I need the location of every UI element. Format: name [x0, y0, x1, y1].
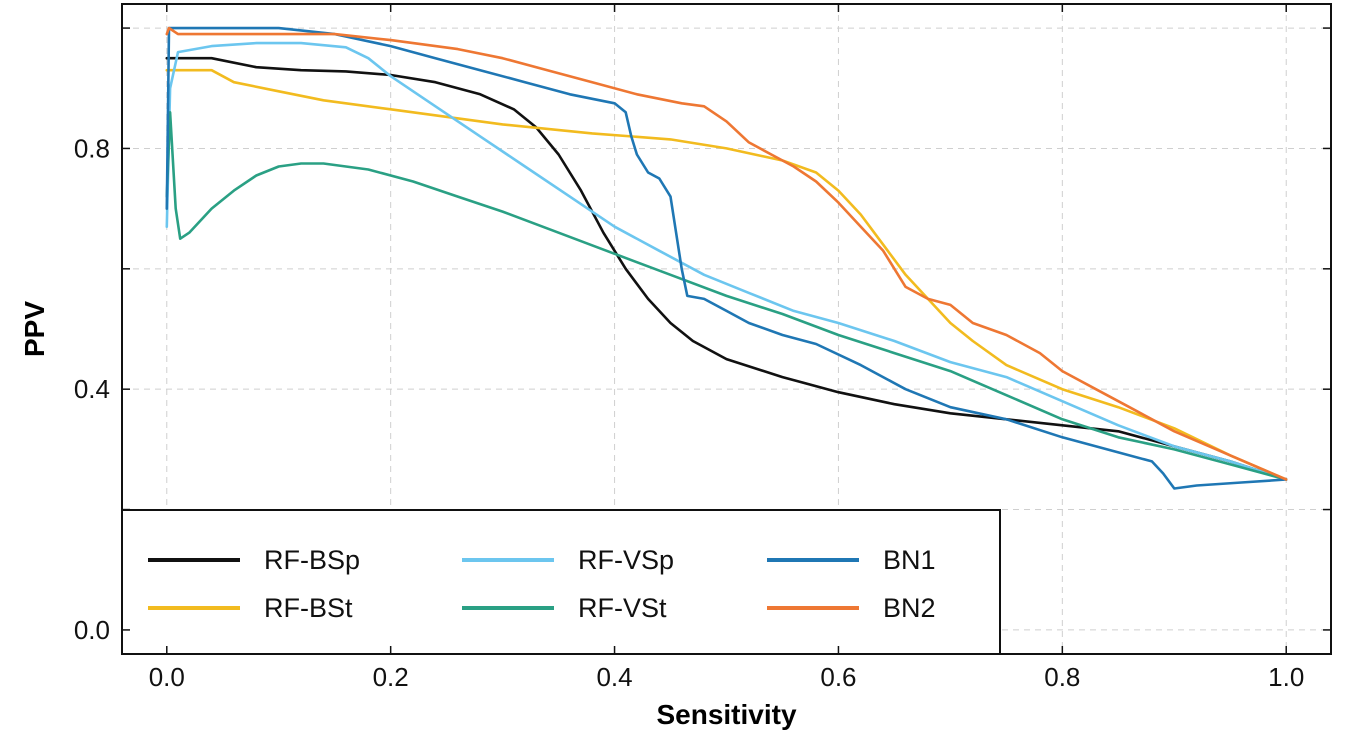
series-line-bn2: [165, 26, 1288, 481]
legend-label: RF-VSt: [578, 593, 667, 623]
legend-label: BN2: [883, 593, 936, 623]
y-tick-label: 0.4: [74, 374, 110, 404]
x-tick-label: 0.0: [149, 662, 185, 692]
axes: 0.0 0.2 0.4 0.6 0.8 1.0 0.0 0.4 0.8: [74, 3, 1332, 692]
legend-label: RF-VSp: [578, 545, 674, 575]
series-lines: [165, 26, 1288, 490]
x-tick-label: 0.6: [820, 662, 856, 692]
legend-label: RF-BSp: [264, 545, 360, 575]
legend-label: RF-BSt: [264, 593, 353, 623]
series-line-rf-bsp: [165, 56, 1288, 481]
y-axis-title: PPV: [19, 301, 50, 357]
legend-box: [121, 509, 1001, 655]
y-tick-label: 0.8: [74, 133, 110, 163]
x-tick-label: 1.0: [1268, 662, 1304, 692]
y-tick-label: 0.0: [74, 615, 110, 645]
series-line-rf-vst: [165, 111, 1288, 481]
x-tick-label: 0.4: [596, 662, 632, 692]
series-line-bn1: [165, 26, 1288, 490]
x-tick-label: 0.8: [1044, 662, 1080, 692]
legend-label: BN1: [883, 545, 936, 575]
x-axis-title: Sensitivity: [656, 699, 796, 730]
legend: RF-BSp RF-BSt RF-VSp RF-VSt BN1 BN2: [121, 509, 1001, 655]
plot-frame: [121, 3, 1332, 655]
series-line-rf-vsp: [165, 41, 1288, 481]
series-line-rf-bst: [165, 68, 1288, 481]
x-tick-label: 0.2: [373, 662, 409, 692]
